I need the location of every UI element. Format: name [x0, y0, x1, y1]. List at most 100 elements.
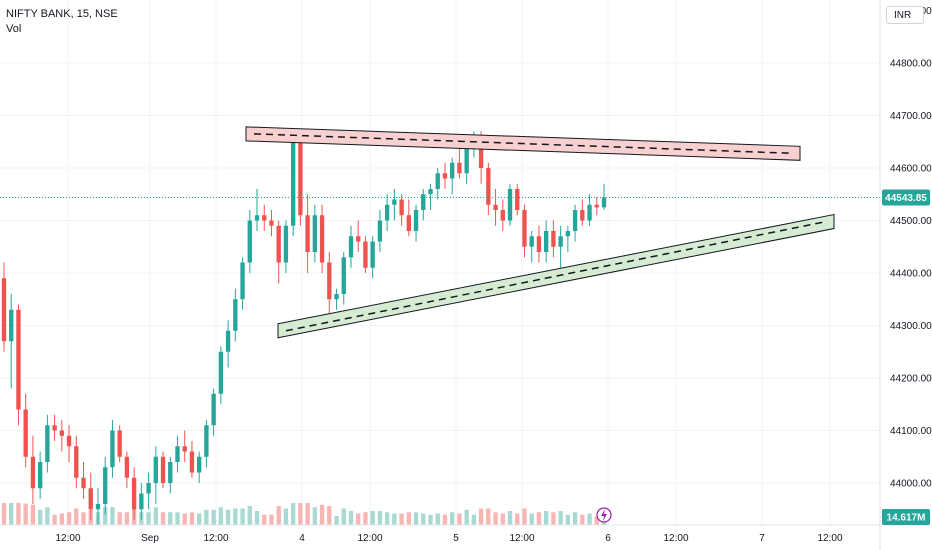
volume-bar: [587, 513, 592, 525]
candle-body: [197, 456, 202, 473]
volume-bar: [327, 506, 332, 525]
candle-body: [522, 210, 527, 247]
candle-body: [529, 236, 534, 247]
candle-body: [565, 231, 571, 237]
candle-body: [413, 210, 419, 231]
candle-body: [1, 278, 7, 342]
volume-bar: [421, 513, 426, 525]
volume-bar: [276, 506, 281, 525]
volume-bar: [507, 511, 513, 525]
candle-body: [392, 199, 397, 205]
candle-body: [312, 215, 318, 252]
volume-bar: [211, 509, 216, 525]
volume-legend[interactable]: Vol: [6, 23, 22, 35]
volume-bar: [392, 513, 397, 525]
volume-bar: [594, 516, 599, 525]
volume-bar: [66, 512, 72, 525]
candle-body: [500, 210, 505, 221]
volume-bar: [478, 508, 484, 525]
candle-body: [262, 215, 267, 221]
volume-bar: [522, 508, 527, 525]
candle-body: [290, 141, 296, 226]
volume-bar: [1, 503, 7, 525]
volume-bar: [457, 513, 462, 525]
currency-button[interactable]: INR: [886, 6, 924, 24]
volume-bar: [370, 511, 375, 525]
volume-bar: [399, 513, 404, 525]
price-tick-label: 44800.00: [890, 59, 932, 70]
price-tick-label: 44100.00: [890, 426, 932, 437]
candle-body: [435, 173, 440, 189]
volume-bar: [572, 512, 578, 525]
candle-body: [327, 262, 332, 300]
volume-bar: [59, 513, 64, 525]
time-tick-label: 12:00: [817, 533, 842, 544]
candle-body: [536, 236, 542, 252]
support-line: [285, 220, 827, 332]
volume-bar: [103, 507, 108, 525]
candle-body: [52, 425, 57, 431]
volume-bar: [580, 514, 585, 525]
time-axis: 12:00 Sep 12:00 4 12:00 5 12:00 6 12:00 7 12:00: [0, 524, 932, 544]
candle-body: [254, 215, 260, 221]
price-axis: 44800.00 44700.00 44600.00 44500.00 44400.00…: [879, 0, 932, 550]
volume-bar: [356, 513, 361, 525]
candle-body: [428, 189, 433, 195]
volume-bar: [377, 511, 383, 525]
candle-body: [240, 262, 245, 300]
candle-body: [370, 241, 375, 268]
volume-bar: [225, 509, 231, 525]
volume-bar: [551, 512, 556, 525]
volume-bar: [493, 512, 498, 525]
candle-body: [37, 462, 43, 489]
price-tick-label: 44400.00: [890, 269, 932, 280]
time-tick-label: 5: [453, 533, 459, 544]
volume-bar: [341, 508, 346, 525]
support-zone: [277, 213, 835, 339]
candle-body: [233, 299, 238, 331]
candle-body: [464, 141, 469, 174]
price-tick-label: 44700.00: [890, 111, 932, 122]
volume-bar: [247, 506, 252, 525]
volume-bar: [30, 504, 36, 525]
volume-bar: [363, 512, 368, 525]
time-tick-label: 12:00: [509, 533, 534, 544]
volume-bar: [290, 503, 296, 525]
time-tick-label: 12:00: [55, 533, 80, 544]
time-tick-label: 7: [759, 533, 765, 544]
symbol-title[interactable]: NIFTY BANK, 15, NSE: [6, 8, 118, 20]
volume-bar: [23, 503, 28, 525]
candle-body: [421, 194, 426, 210]
candle-body: [45, 425, 50, 462]
candle-body: [66, 435, 72, 447]
volume-bar: [182, 513, 187, 525]
candle-body: [384, 204, 390, 221]
last-price-label: 44543.85: [885, 193, 927, 204]
time-tick-label: 12:00: [203, 533, 228, 544]
candle-body: [168, 462, 173, 483]
volume-bar: [334, 516, 339, 525]
candle-body: [30, 456, 36, 489]
candle-body: [478, 136, 484, 168]
candle-body: [182, 446, 187, 452]
candle-body: [442, 173, 448, 179]
candle-body: [9, 309, 14, 342]
volume-bar: [565, 514, 571, 525]
volume-bar: [435, 513, 440, 525]
last-volume-badge: [882, 509, 930, 525]
candle-body: [204, 425, 209, 457]
trend-zones: [245, 126, 835, 339]
candle-body: [189, 451, 195, 473]
candle-body: [515, 189, 520, 210]
candle-body: [450, 162, 455, 179]
candle-body: [110, 430, 115, 468]
volume-bar: [168, 512, 173, 525]
volume-bar: [348, 511, 354, 525]
volume-bar: [204, 509, 209, 525]
candle-body: [601, 197, 607, 208]
candle-body: [319, 215, 325, 263]
volume-bar: [536, 512, 542, 525]
volume-bar: [558, 511, 563, 525]
candle-body: [117, 430, 122, 457]
